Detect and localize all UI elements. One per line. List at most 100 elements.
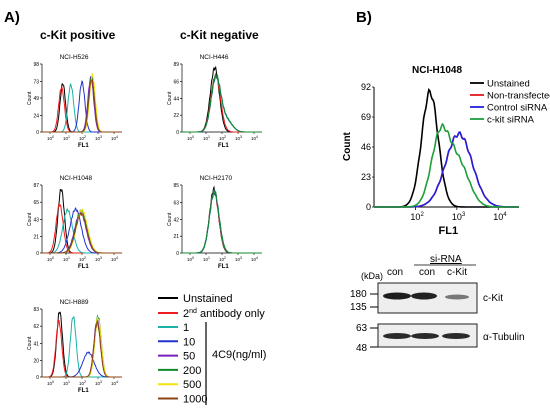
y-tick-label: 73 (33, 79, 39, 85)
series-c-kit-sirna (374, 122, 519, 208)
series-1000 (42, 321, 122, 378)
x-tick-label: 102 (219, 256, 226, 262)
legend-b-label-control-sirna: Control siRNA (487, 103, 548, 114)
series-50 (42, 76, 122, 133)
lane-label-ckit: c-Kit (447, 267, 467, 278)
y-axis-label: Count (27, 212, 33, 226)
histogram-b-nci-h1048: NCI-H1048 0 23 46 69 92 102 103 104 FL1 Count Unsta… (342, 65, 550, 237)
y-tick-label: 43 (33, 217, 39, 223)
x-tick-label: 104 (111, 256, 118, 262)
series-200 (42, 75, 122, 133)
histogram-nci-h526: NCI-H526 0 24 49 73 98 100 101 102 103 104 FL1 Count (27, 54, 122, 149)
band-label-ckit: c-Kit (483, 293, 503, 304)
series-200 (182, 72, 262, 133)
y-tick-label: 0 (176, 130, 179, 136)
x-tick-label: 103 (95, 380, 102, 386)
x-axis-label: FL1 (78, 264, 89, 270)
mw-48: 48 (356, 343, 368, 354)
legend-label-1000: 1000 (183, 394, 207, 406)
y-tick-label: 0 (366, 202, 371, 212)
histogram-nci-h889: NCI-H889 0 20 41 62 83 100 101 102 103 104 FL1 Count (27, 299, 122, 394)
ckit-band-lane1 (383, 292, 411, 300)
ckit-band-lane2 (411, 292, 437, 300)
x-tick-label: 102 (79, 135, 86, 141)
panel-a-label: A) (4, 9, 20, 26)
x-tick-label: 102 (79, 256, 86, 262)
y-tick-label: 65 (33, 200, 39, 206)
mw-135: 135 (350, 302, 367, 313)
ckit-band-lane3 (445, 294, 469, 300)
legend-label-500: 500 (183, 379, 201, 391)
x-axis-label: FL1 (78, 143, 89, 149)
legend-label-1: 1 (183, 322, 189, 334)
tubulin-band-lane2 (411, 333, 439, 339)
x-axis-label: FL1 (439, 225, 459, 237)
series-unstained (182, 185, 262, 254)
band-label-tubulin: α-Tubulin (483, 332, 525, 343)
series-10 (182, 190, 262, 254)
x-tick-label: 104 (111, 380, 118, 386)
y-tick-label: 49 (33, 96, 39, 102)
y-tick-label: 0 (36, 375, 39, 381)
x-tick-label: 103 (95, 256, 102, 262)
lane-label-con-2: con (419, 267, 435, 278)
legend-label-200: 200 (183, 365, 201, 377)
x-tick-label: 104 (493, 212, 507, 222)
x-tick-label: 101 (203, 135, 210, 141)
series-10 (182, 73, 262, 133)
y-tick-label: 21 (173, 234, 179, 240)
y-tick-label: 62 (33, 324, 39, 330)
y-axis-label: Count (342, 131, 353, 161)
panel-b-label: B) (356, 9, 372, 26)
series-10 (42, 79, 122, 133)
series-1 (42, 83, 122, 133)
x-tick-label: 101 (63, 380, 70, 386)
series-2nd-antibody-only (182, 188, 262, 254)
x-tick-label: 101 (203, 256, 210, 262)
y-axis-label: Count (27, 336, 33, 350)
y-tick-label: 24 (33, 113, 39, 119)
y-tick-label: 89 (173, 62, 179, 68)
legend-conc-title: 4C9(ng/ml) (212, 349, 266, 361)
histogram-title: NCI-H1048 (412, 65, 462, 76)
series-1 (182, 188, 262, 254)
x-tick-label: 103 (235, 256, 242, 262)
series-1000 (42, 78, 122, 133)
series-unstained (42, 189, 122, 254)
x-axis-label: FL1 (218, 143, 229, 149)
x-tick-label: 103 (235, 135, 242, 141)
legend-label-50: 50 (183, 351, 195, 363)
series-non-transfected (374, 131, 519, 208)
x-tick-label: 102 (79, 380, 86, 386)
series-2nd-antibody-only (42, 85, 122, 133)
tubulin-band-lane1 (383, 333, 411, 339)
y-tick-label: 44 (173, 96, 179, 102)
mw-63: 63 (356, 323, 368, 334)
series-1 (182, 74, 262, 133)
y-tick-label: 66 (173, 80, 179, 86)
y-tick-label: 21 (33, 235, 39, 241)
legend-b-label-unstained: Unstained (487, 79, 530, 90)
western-blot: (kDa) con con c-Kit si-RNA 180 135 63 48… (350, 254, 525, 354)
y-tick-label: 0 (36, 130, 39, 136)
legend-b-label-non-transfected: Non-transfected (487, 91, 550, 102)
tubulin-band-lane3 (442, 333, 470, 339)
legend-panel-a: Unstained 2nd antibody only 110502005001… (158, 293, 266, 406)
histogram-title: NCI-H526 (60, 54, 89, 61)
x-tick-label: 100 (47, 256, 54, 262)
histogram-nci-h446: NCI-H446 0 22 44 66 89 100 101 102 103 104 FL1 Count (167, 54, 262, 149)
lane-label-con-1: con (387, 267, 403, 278)
legend-concentrations: 1 10 50 200 500 1000 (158, 322, 207, 406)
histogram-nci-h1048: NCI-H1048 0 21 43 65 87 100 101 102 103 104 FL1 Coun… (27, 175, 122, 270)
y-tick-label: 46 (361, 142, 371, 152)
histogram-title: NCI-H889 (60, 299, 89, 306)
y-tick-label: 22 (173, 113, 179, 119)
y-tick-label: 98 (33, 62, 39, 68)
histogram-title: NCI-H446 (200, 54, 229, 61)
x-tick-label: 100 (187, 135, 194, 141)
x-tick-label: 100 (47, 380, 54, 386)
sirna-header: si-RNA (430, 254, 462, 265)
kda-label: (kDa) (361, 271, 383, 281)
x-tick-label: 102 (219, 135, 226, 141)
